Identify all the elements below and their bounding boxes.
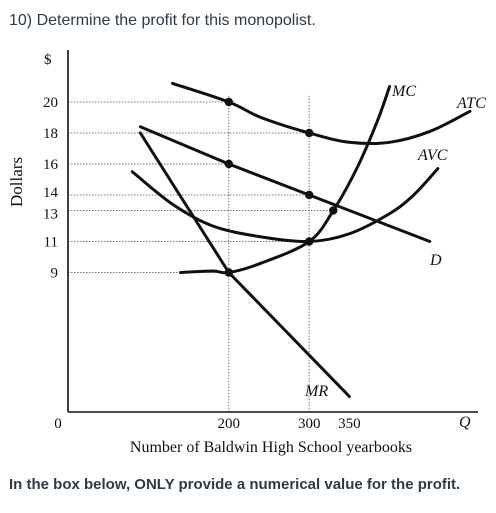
point-330-13 <box>329 206 338 215</box>
point-300-18 <box>305 128 314 138</box>
curve-atc <box>171 81 472 146</box>
y-tick-16: 16 <box>43 157 59 173</box>
point-300-11 <box>305 237 314 246</box>
instruction-text: In the box below, ONLY provide a numeric… <box>9 476 461 493</box>
label-mc: MC <box>391 83 416 100</box>
curve-labels: ATC AVC MC D MR <box>304 83 486 400</box>
y-unit-label: $ <box>44 52 52 68</box>
point-200-16 <box>224 159 233 169</box>
label-avc: AVC <box>417 147 448 164</box>
point-300-14 <box>305 190 314 200</box>
axes <box>67 50 478 413</box>
label-d: D <box>429 252 442 269</box>
label-atc: ATC <box>456 95 486 112</box>
x-tick-0: 0 <box>54 416 62 432</box>
label-mr: MR <box>304 383 328 400</box>
y-tick-9: 9 <box>51 266 59 282</box>
y-tick-13: 13 <box>43 207 58 223</box>
x-tick-200: 200 <box>218 416 241 432</box>
y-tick-labels: 20 18 16 14 13 11 9 <box>43 95 59 282</box>
y-tick-18: 18 <box>43 126 58 142</box>
x-tick-300: 300 <box>298 416 321 432</box>
curve-d <box>138 125 432 243</box>
marked-points <box>224 97 338 277</box>
y-tick-11: 11 <box>44 235 58 251</box>
y-tick-14: 14 <box>43 185 59 201</box>
x-tick-labels: 0 200 300 350 <box>54 416 360 432</box>
y-axis-label: Dollars <box>7 157 26 207</box>
curve-mr <box>138 131 351 398</box>
x-tick-350: 350 <box>338 416 361 432</box>
point-200-9 <box>224 268 233 277</box>
point-200-20 <box>224 97 233 107</box>
guide-lines <box>68 95 334 412</box>
y-tick-20: 20 <box>43 95 58 111</box>
x-axis-end-label: Q <box>459 414 471 431</box>
curve-avc <box>130 167 440 244</box>
question-text: 10) Determine the profit for this monopo… <box>9 12 316 29</box>
x-axis-label: Number of Baldwin High School yearbooks <box>130 439 412 456</box>
curves <box>130 81 472 398</box>
monopolist-chart: $ Dollars Number of Baldwin High School … <box>7 50 486 456</box>
